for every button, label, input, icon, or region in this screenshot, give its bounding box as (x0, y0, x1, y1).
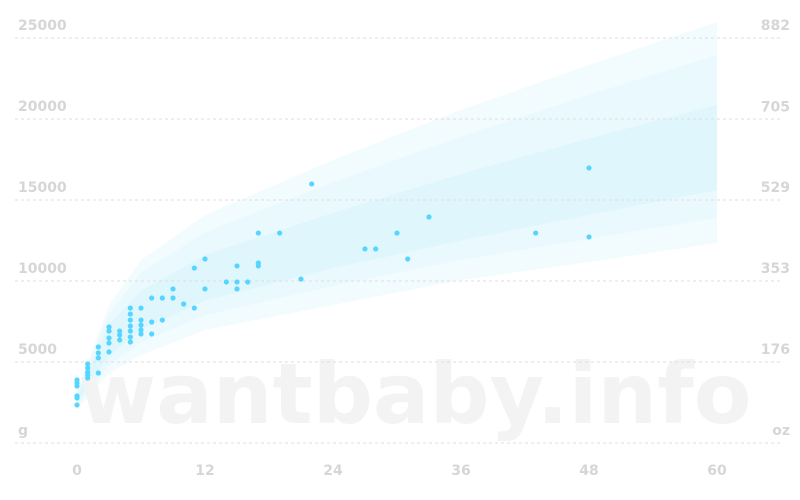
point (106, 324, 112, 330)
point (255, 230, 261, 236)
point (106, 335, 112, 341)
point (138, 317, 144, 323)
point (245, 279, 251, 285)
point (149, 331, 155, 337)
point (170, 286, 176, 292)
point (309, 181, 315, 187)
y2-tick-label: 176 (761, 342, 790, 358)
point (181, 301, 187, 307)
point (149, 295, 155, 301)
point (74, 383, 80, 389)
y2-tick-label: 705 (761, 99, 790, 115)
point (95, 344, 101, 350)
point (394, 230, 400, 236)
point (159, 317, 165, 323)
point (106, 349, 112, 355)
point (405, 256, 411, 262)
point (202, 256, 208, 262)
point (159, 295, 165, 301)
point (74, 402, 80, 408)
x-tick-label: 48 (579, 463, 598, 479)
point (127, 328, 133, 334)
point (117, 332, 123, 338)
point (234, 286, 240, 292)
point (586, 234, 592, 240)
point (106, 328, 112, 334)
point (170, 295, 176, 301)
x-tick-label: 24 (323, 463, 343, 479)
y-tick-label: g (18, 423, 28, 439)
point (85, 361, 91, 367)
point (223, 279, 229, 285)
point (277, 230, 283, 236)
point (74, 395, 80, 401)
point (298, 276, 304, 282)
point (127, 305, 133, 311)
y2-tick-label: 882 (761, 18, 790, 34)
point (234, 263, 240, 269)
y2-tick-label: 353 (761, 261, 790, 277)
x-tick-label: 12 (195, 463, 214, 479)
point (255, 263, 261, 269)
point (127, 323, 133, 329)
x-tick-label: 60 (707, 463, 727, 479)
point (373, 246, 379, 252)
point (127, 334, 133, 340)
y-tick-label: 20000 (18, 99, 67, 115)
y-tick-label: 5000 (18, 342, 57, 358)
point (95, 355, 101, 361)
point (117, 337, 123, 343)
point (127, 317, 133, 323)
point (191, 305, 197, 311)
x-tick-label: 0 (72, 463, 82, 479)
point (85, 365, 91, 371)
point (234, 279, 240, 285)
point (426, 214, 432, 220)
percentile-band (77, 105, 717, 403)
y2-tick-label: 529 (761, 180, 790, 196)
point (202, 286, 208, 292)
point (106, 340, 112, 346)
point (138, 327, 144, 333)
point (191, 265, 197, 271)
x-tick-label: 36 (451, 463, 470, 479)
point (533, 230, 539, 236)
point (95, 370, 101, 376)
y-tick-label: 15000 (18, 180, 67, 196)
point (586, 165, 592, 171)
point (127, 339, 133, 345)
point (138, 322, 144, 328)
y-tick-label: 25000 (18, 18, 67, 34)
point (362, 246, 368, 252)
point (149, 319, 155, 325)
point (138, 331, 144, 337)
point (138, 305, 144, 311)
watermark: wantbaby.info (79, 345, 752, 443)
y2-tick-label: oz (772, 423, 790, 439)
point (95, 350, 101, 356)
point (127, 311, 133, 317)
point (117, 328, 123, 334)
point (85, 372, 91, 378)
y-tick-label: 10000 (18, 261, 67, 277)
